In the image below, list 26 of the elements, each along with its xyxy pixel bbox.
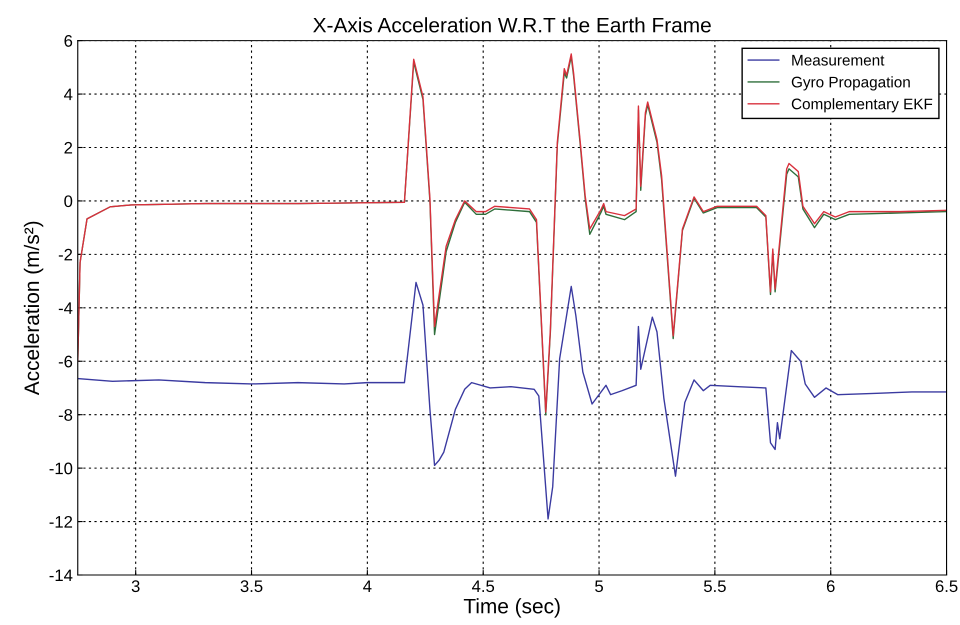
line-series	[78, 282, 947, 520]
y-tick-label: -12	[50, 516, 72, 528]
legend-label: Gyro Propagation	[792, 76, 910, 90]
x-tick-label: 6	[826, 580, 835, 592]
y-axis-title: Acceleration (m/s²)	[24, 222, 44, 396]
x-tick-label: 6.5	[936, 580, 958, 592]
y-tick-label: -4	[58, 302, 72, 314]
x-tick-label: 3	[132, 580, 140, 592]
y-tick-label: 4	[64, 88, 72, 100]
x-tick-label: 5.5	[704, 580, 726, 592]
y-tick-label: 2	[64, 142, 72, 154]
x-tick-label: 3.5	[240, 580, 262, 592]
y-tick-label: -14	[50, 570, 72, 582]
y-tick-label: 0	[64, 195, 72, 208]
x-tick-label: 4.5	[472, 580, 494, 592]
y-tick-label: -2	[58, 248, 72, 260]
y-tick-label: -8	[58, 409, 72, 421]
y-tick-label: -6	[58, 356, 72, 368]
legend-label: Complementary EKF	[792, 98, 932, 112]
y-tick-label: -10	[50, 462, 72, 474]
legend-label: Measurement	[792, 54, 884, 66]
y-tick-label: 6	[64, 35, 72, 47]
x-tick-label: 4	[363, 580, 372, 592]
x-axis-title: Time (sec)	[464, 598, 560, 618]
x-tick-label: 5	[595, 580, 603, 592]
chart-title: X-Axis Acceleration W.R.T the Earth Frame	[313, 17, 711, 32]
